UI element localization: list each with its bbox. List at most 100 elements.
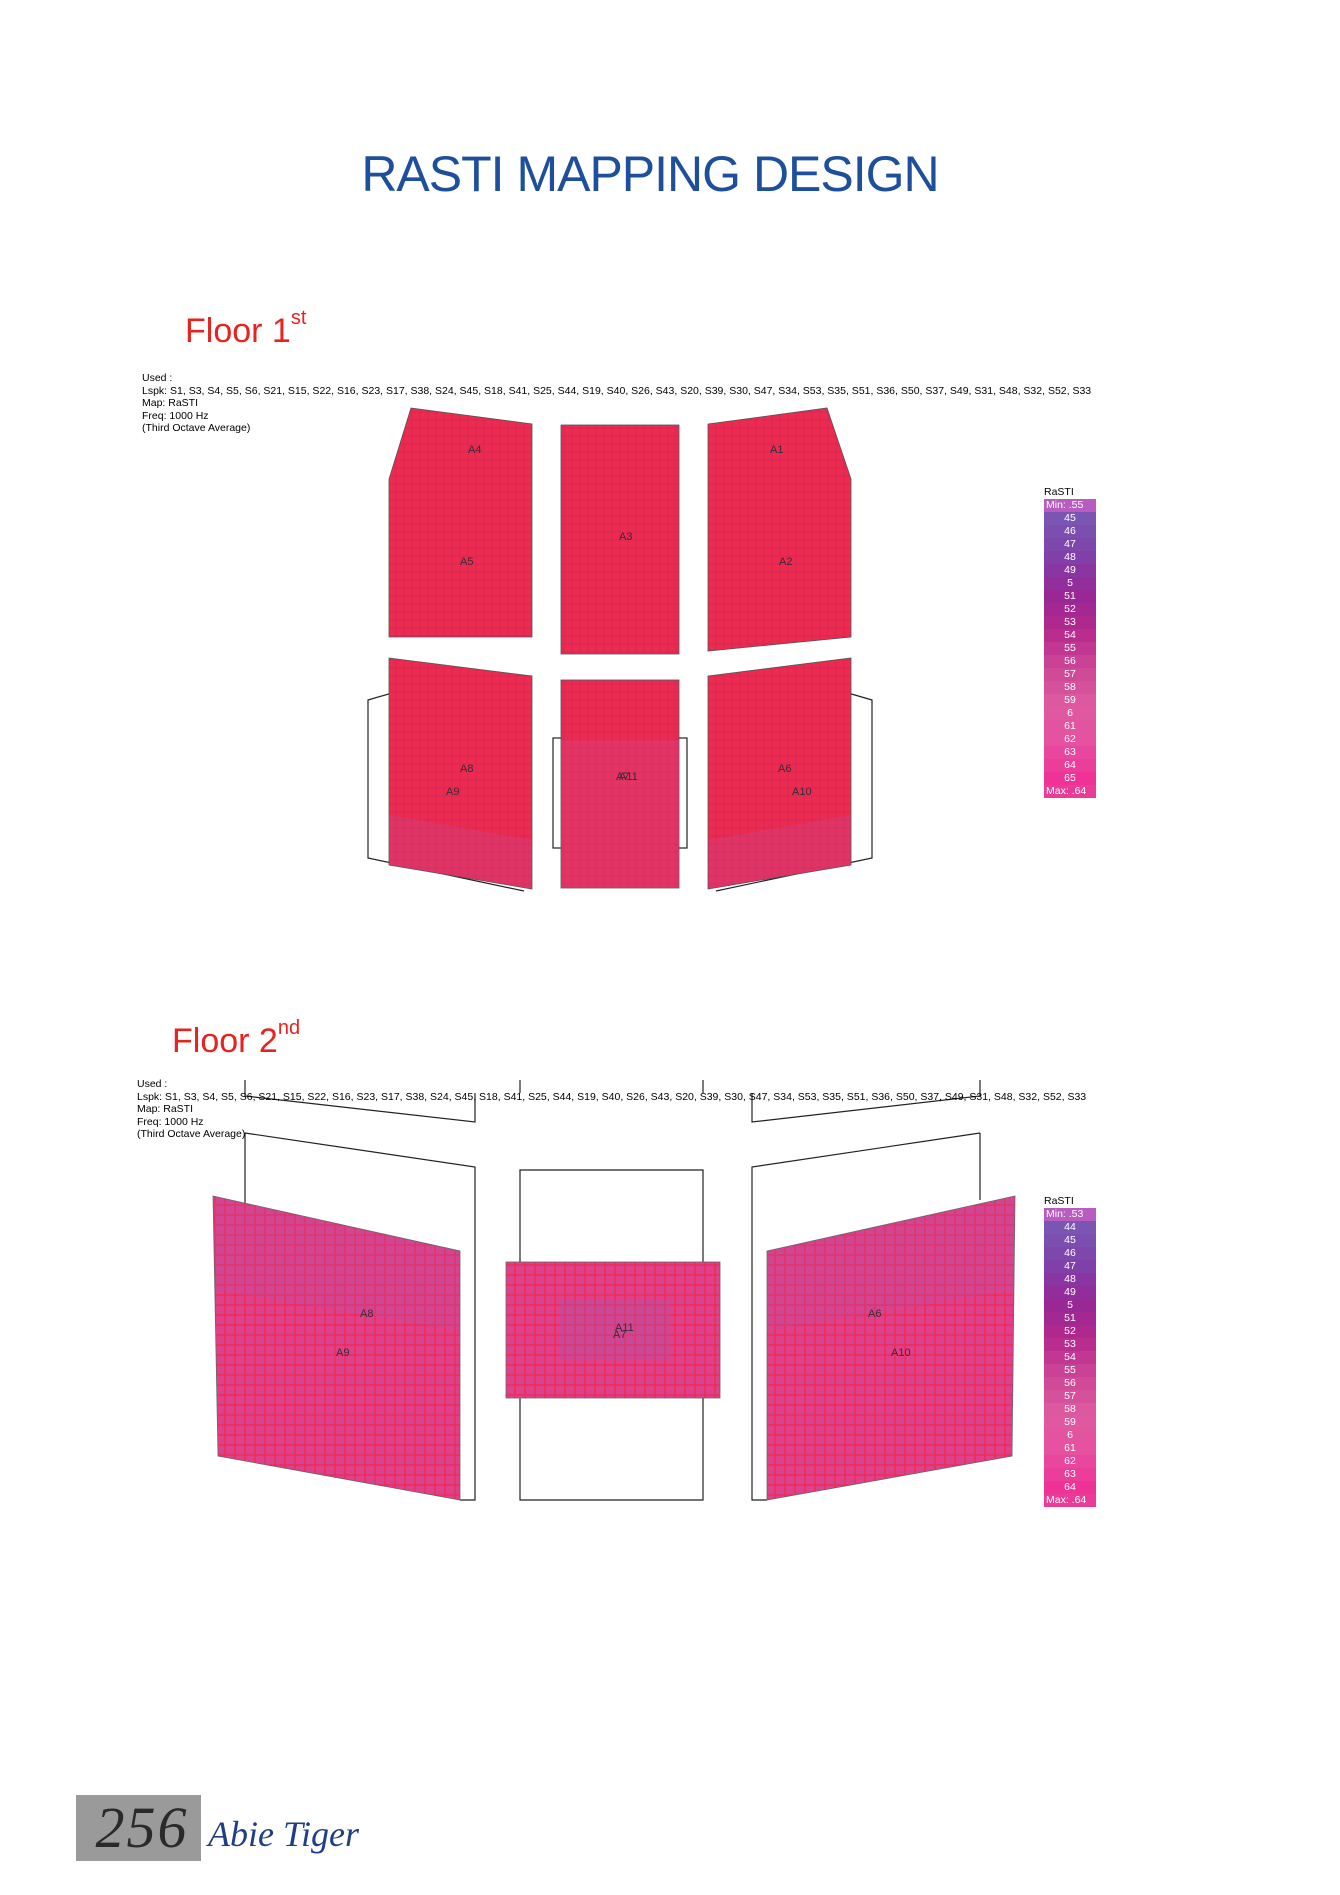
legend-value: 52 xyxy=(1044,1325,1096,1338)
legend-value: 63 xyxy=(1044,1468,1096,1481)
legend-value: 46 xyxy=(1044,1247,1096,1260)
legend-value: 61 xyxy=(1044,1442,1096,1455)
page-number: 256 xyxy=(95,1795,189,1860)
legend-max: Max: .64 xyxy=(1044,785,1096,798)
zone-a8-a9 xyxy=(388,657,533,890)
zone-a6-a10 xyxy=(707,657,852,890)
area-label: A9 xyxy=(446,786,459,798)
legend-title: RaSTI xyxy=(1044,1195,1074,1207)
area-label: A1 xyxy=(770,444,783,456)
legend-min: Min: .53 xyxy=(1044,1208,1096,1221)
legend-value: 5 xyxy=(1044,577,1096,590)
floor-2-superscript: nd xyxy=(277,1016,301,1039)
legend-value: 58 xyxy=(1044,1403,1096,1416)
legend-value: 56 xyxy=(1044,655,1096,668)
floor-2-rasti-legend: RaSTI Min: .53 44 45 46 47 48 49 5 51 52 53 54 55 56… xyxy=(1044,1195,1096,1507)
legend-value: 55 xyxy=(1044,642,1096,655)
legend-value: 45 xyxy=(1044,1234,1096,1247)
floor-1-name: Floor 1 xyxy=(185,312,291,350)
floor-2-used: Used : xyxy=(137,1078,168,1090)
floor-1-loudspeakers: Lspk: S1, S3, S4, S5, S6, S21, S15, S22,… xyxy=(142,384,1092,397)
floor-1-rasti-legend: RaSTI Min: .55 45 46 47 48 49 5 51 52 53 54 55 56 57… xyxy=(1044,486,1096,798)
legend-value: 59 xyxy=(1044,1416,1096,1429)
area-label: A8 xyxy=(460,763,473,775)
legend-value: 57 xyxy=(1044,1390,1096,1403)
area-label: A10 xyxy=(891,1347,911,1359)
legend-value: 62 xyxy=(1044,1455,1096,1468)
legend-value: 61 xyxy=(1044,720,1096,733)
legend-value: 48 xyxy=(1044,1273,1096,1286)
legend-value: 51 xyxy=(1044,590,1096,603)
area-label: A7 xyxy=(613,1329,626,1341)
legend-value: 52 xyxy=(1044,603,1096,616)
floor-1-legend-rows: 45 46 47 48 49 5 51 52 53 54 55 56 57 58 59 6 61 62 63 64 65 xyxy=(1044,512,1096,785)
legend-value: 47 xyxy=(1044,1260,1096,1273)
floor-2-name: Floor 2 xyxy=(172,1022,278,1060)
floor-2-averaging: (Third Octave Average) xyxy=(137,1128,246,1141)
floor-1-zones xyxy=(388,407,852,890)
legend-value: 62 xyxy=(1044,733,1096,746)
legend-value: 49 xyxy=(1044,564,1096,577)
legend-value: 53 xyxy=(1044,1338,1096,1351)
area-label: A10 xyxy=(792,786,812,798)
legend-value: 51 xyxy=(1044,1312,1096,1325)
floor-2-legend-rows: 44 45 46 47 48 49 5 51 52 53 54 55 56 57 58 59 6 61 62 63 64 xyxy=(1044,1221,1096,1494)
floor-2-zone-overlays xyxy=(213,1196,1015,1360)
area-label: A11 xyxy=(615,1322,634,1334)
legend-value: 48 xyxy=(1044,551,1096,564)
legend-value: 63 xyxy=(1044,746,1096,759)
floor-2-label: Floor 2nd xyxy=(172,1017,300,1061)
floor-1-map: Map: RaSTI xyxy=(142,397,199,410)
legend-value: 6 xyxy=(1044,1429,1096,1442)
zone-a6-a10 xyxy=(766,1195,1016,1501)
legend-max: Max: .64 xyxy=(1044,1494,1096,1507)
legend-value: 5 xyxy=(1044,1299,1096,1312)
area-label: A6 xyxy=(868,1308,881,1320)
floor-1-superscript: st xyxy=(290,306,307,329)
zone-a3 xyxy=(560,424,680,655)
floor-1-averaging: (Third Octave Average) xyxy=(142,422,251,435)
floor-2-simulation-info: Used : Lspk: S1, S3, S4, S5, S6, S21, S1… xyxy=(137,1078,1102,1141)
area-label: A8 xyxy=(360,1308,373,1320)
legend-value: 64 xyxy=(1044,759,1096,772)
zone-a1-a2 xyxy=(707,407,852,652)
floor-1-frequency: Freq: 1000 Hz xyxy=(142,409,209,422)
legend-value: 57 xyxy=(1044,668,1096,681)
area-label: A6 xyxy=(778,763,791,775)
floor-1-zone-overlays xyxy=(389,740,851,889)
legend-value: 54 xyxy=(1044,629,1096,642)
floor-2-area-labels: A8 A9 A11 A7 A6 A10 xyxy=(336,1308,911,1359)
legend-value: 64 xyxy=(1044,1481,1096,1494)
legend-title: RaSTI xyxy=(1044,486,1074,498)
author-signature: Abie Tiger xyxy=(208,1814,359,1854)
page-number-box xyxy=(76,1795,201,1861)
area-label: A2 xyxy=(779,556,792,568)
floor-1-area-labels: A4 A5 A3 A1 A2 A8 A9 A11 A7 A6 A10 xyxy=(446,444,812,798)
legend-value: 45 xyxy=(1044,512,1096,525)
zone-a11-a7 xyxy=(560,679,680,889)
floor-1-label: Floor 1st xyxy=(185,307,306,351)
legend-value: 47 xyxy=(1044,538,1096,551)
legend-value: 54 xyxy=(1044,1351,1096,1364)
legend-min: Min: .55 xyxy=(1044,499,1096,512)
floor-2-zones xyxy=(212,1195,1016,1501)
legend-value: 56 xyxy=(1044,1377,1096,1390)
area-label: A7 xyxy=(616,771,629,783)
floor-1-simulation-info: Used : Lspk: S1, S3, S4, S5, S6, S21, S1… xyxy=(142,372,1102,435)
area-label: A9 xyxy=(336,1347,349,1359)
legend-value: 59 xyxy=(1044,694,1096,707)
floor-2-map: Map: RaSTI xyxy=(137,1103,194,1116)
area-label: A11 xyxy=(619,771,638,783)
zone-a8-a9 xyxy=(212,1195,461,1501)
floor-1-used: Used : xyxy=(142,372,173,384)
legend-value: 46 xyxy=(1044,525,1096,538)
zone-a11-a7 xyxy=(505,1261,721,1399)
zone-a4-a5 xyxy=(388,407,533,638)
floor-2-loudspeakers: Lspk: S1, S3, S4, S5, S6, S21, S15, S22,… xyxy=(137,1090,1087,1103)
legend-value: 53 xyxy=(1044,616,1096,629)
legend-value: 58 xyxy=(1044,681,1096,694)
legend-value: 55 xyxy=(1044,1364,1096,1377)
area-label: A3 xyxy=(619,531,632,543)
floor-2-outlines xyxy=(244,1080,981,1501)
